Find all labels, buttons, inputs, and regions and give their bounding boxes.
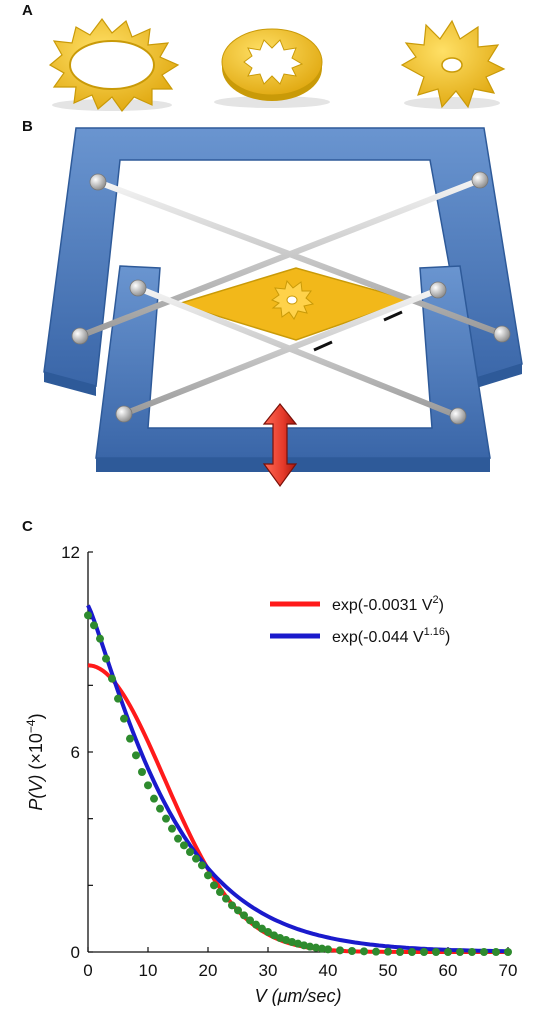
data-point [108, 674, 116, 683]
gears-illustration [48, 17, 506, 112]
data-point [240, 911, 248, 920]
support-rods [77, 177, 505, 419]
data-point [318, 944, 326, 953]
rod-ends [71, 171, 511, 425]
data-point [228, 901, 236, 910]
data-point [186, 848, 194, 856]
data-point [348, 947, 356, 955]
x-tick-label: 60 [439, 961, 458, 980]
data-point [216, 888, 224, 896]
x-tick-label: 0 [83, 961, 92, 980]
data-point [144, 781, 152, 790]
data-point [372, 947, 380, 956]
data-point [156, 804, 164, 813]
data-point [180, 841, 188, 850]
data-point [162, 814, 170, 823]
data-point [324, 945, 332, 954]
outer-gear-ring-icon [48, 17, 180, 112]
data-point [492, 948, 500, 956]
data-point [264, 928, 272, 936]
data-point [336, 946, 344, 955]
data-point [312, 943, 320, 952]
data-point [480, 948, 488, 956]
data-point [360, 947, 368, 956]
data-point [114, 694, 122, 703]
series-line-0 [87, 663, 508, 954]
data-point [84, 611, 92, 620]
data-point [432, 948, 440, 956]
panel-label-c: C [22, 518, 33, 535]
data-point [246, 916, 254, 925]
data-point [456, 948, 464, 956]
data-point [294, 939, 302, 948]
x-tick-label: 50 [379, 961, 398, 980]
chart-legend: exp(-0.0031 V2) exp(-0.044 V1.16) [270, 594, 450, 646]
chart-ticks: 0 10 20 30 40 50 60 70 0 6 12 [61, 543, 517, 980]
data-point [306, 942, 314, 951]
data-point [132, 751, 140, 760]
data-point [126, 734, 134, 743]
data-point [468, 948, 476, 956]
data-point [138, 768, 146, 776]
legend-label: exp(-0.044 V1.16) [332, 626, 450, 646]
y-tick-label: 6 [71, 743, 80, 762]
data-point [234, 906, 242, 915]
y-tick-label: 12 [61, 543, 80, 562]
data-point [174, 834, 182, 843]
y-tick-label: 0 [71, 943, 80, 962]
data-point [396, 948, 404, 956]
micro-gear-icon [270, 279, 315, 320]
data-point [270, 931, 278, 940]
data-point [408, 948, 416, 956]
inner-gear-ring-icon [214, 28, 330, 108]
data-point [300, 941, 308, 950]
data-point [168, 824, 176, 833]
data-point [96, 634, 104, 643]
solid-gear-icon [400, 19, 506, 109]
data-point [444, 948, 452, 956]
panel-label-b: B [22, 118, 33, 135]
data-point [258, 924, 266, 933]
series-line-1 [86, 604, 508, 954]
x-tick-label: 40 [319, 961, 338, 980]
x-tick-label: 10 [139, 961, 158, 980]
data-point [252, 920, 260, 929]
x-tick-label: 20 [199, 961, 218, 980]
data-point [150, 794, 158, 803]
shaker-frame-illustration [43, 127, 523, 488]
x-axis-label: V (μm/sec) [255, 986, 342, 1006]
data-point [222, 894, 230, 903]
legend-label: exp(-0.0031 V2) [332, 594, 444, 614]
x-tick-label: 30 [259, 961, 278, 980]
data-point [288, 938, 296, 946]
data-point [192, 854, 200, 863]
data-point [420, 948, 428, 956]
data-point [198, 861, 206, 870]
data-point [210, 881, 218, 890]
data-point [102, 654, 110, 663]
data-point [504, 948, 512, 956]
x-tick-label: 70 [499, 961, 518, 980]
panel-label-a: A [22, 2, 33, 19]
data-point [384, 947, 392, 956]
data-point [90, 621, 98, 630]
chart-series [84, 604, 512, 956]
data-point [204, 871, 212, 880]
data-point [120, 714, 128, 723]
rod-clamps [313, 310, 403, 352]
y-axis-label: P(V) (×10−4) [24, 713, 46, 810]
double-arrow-icon [262, 403, 298, 488]
sample-plate [175, 267, 413, 341]
